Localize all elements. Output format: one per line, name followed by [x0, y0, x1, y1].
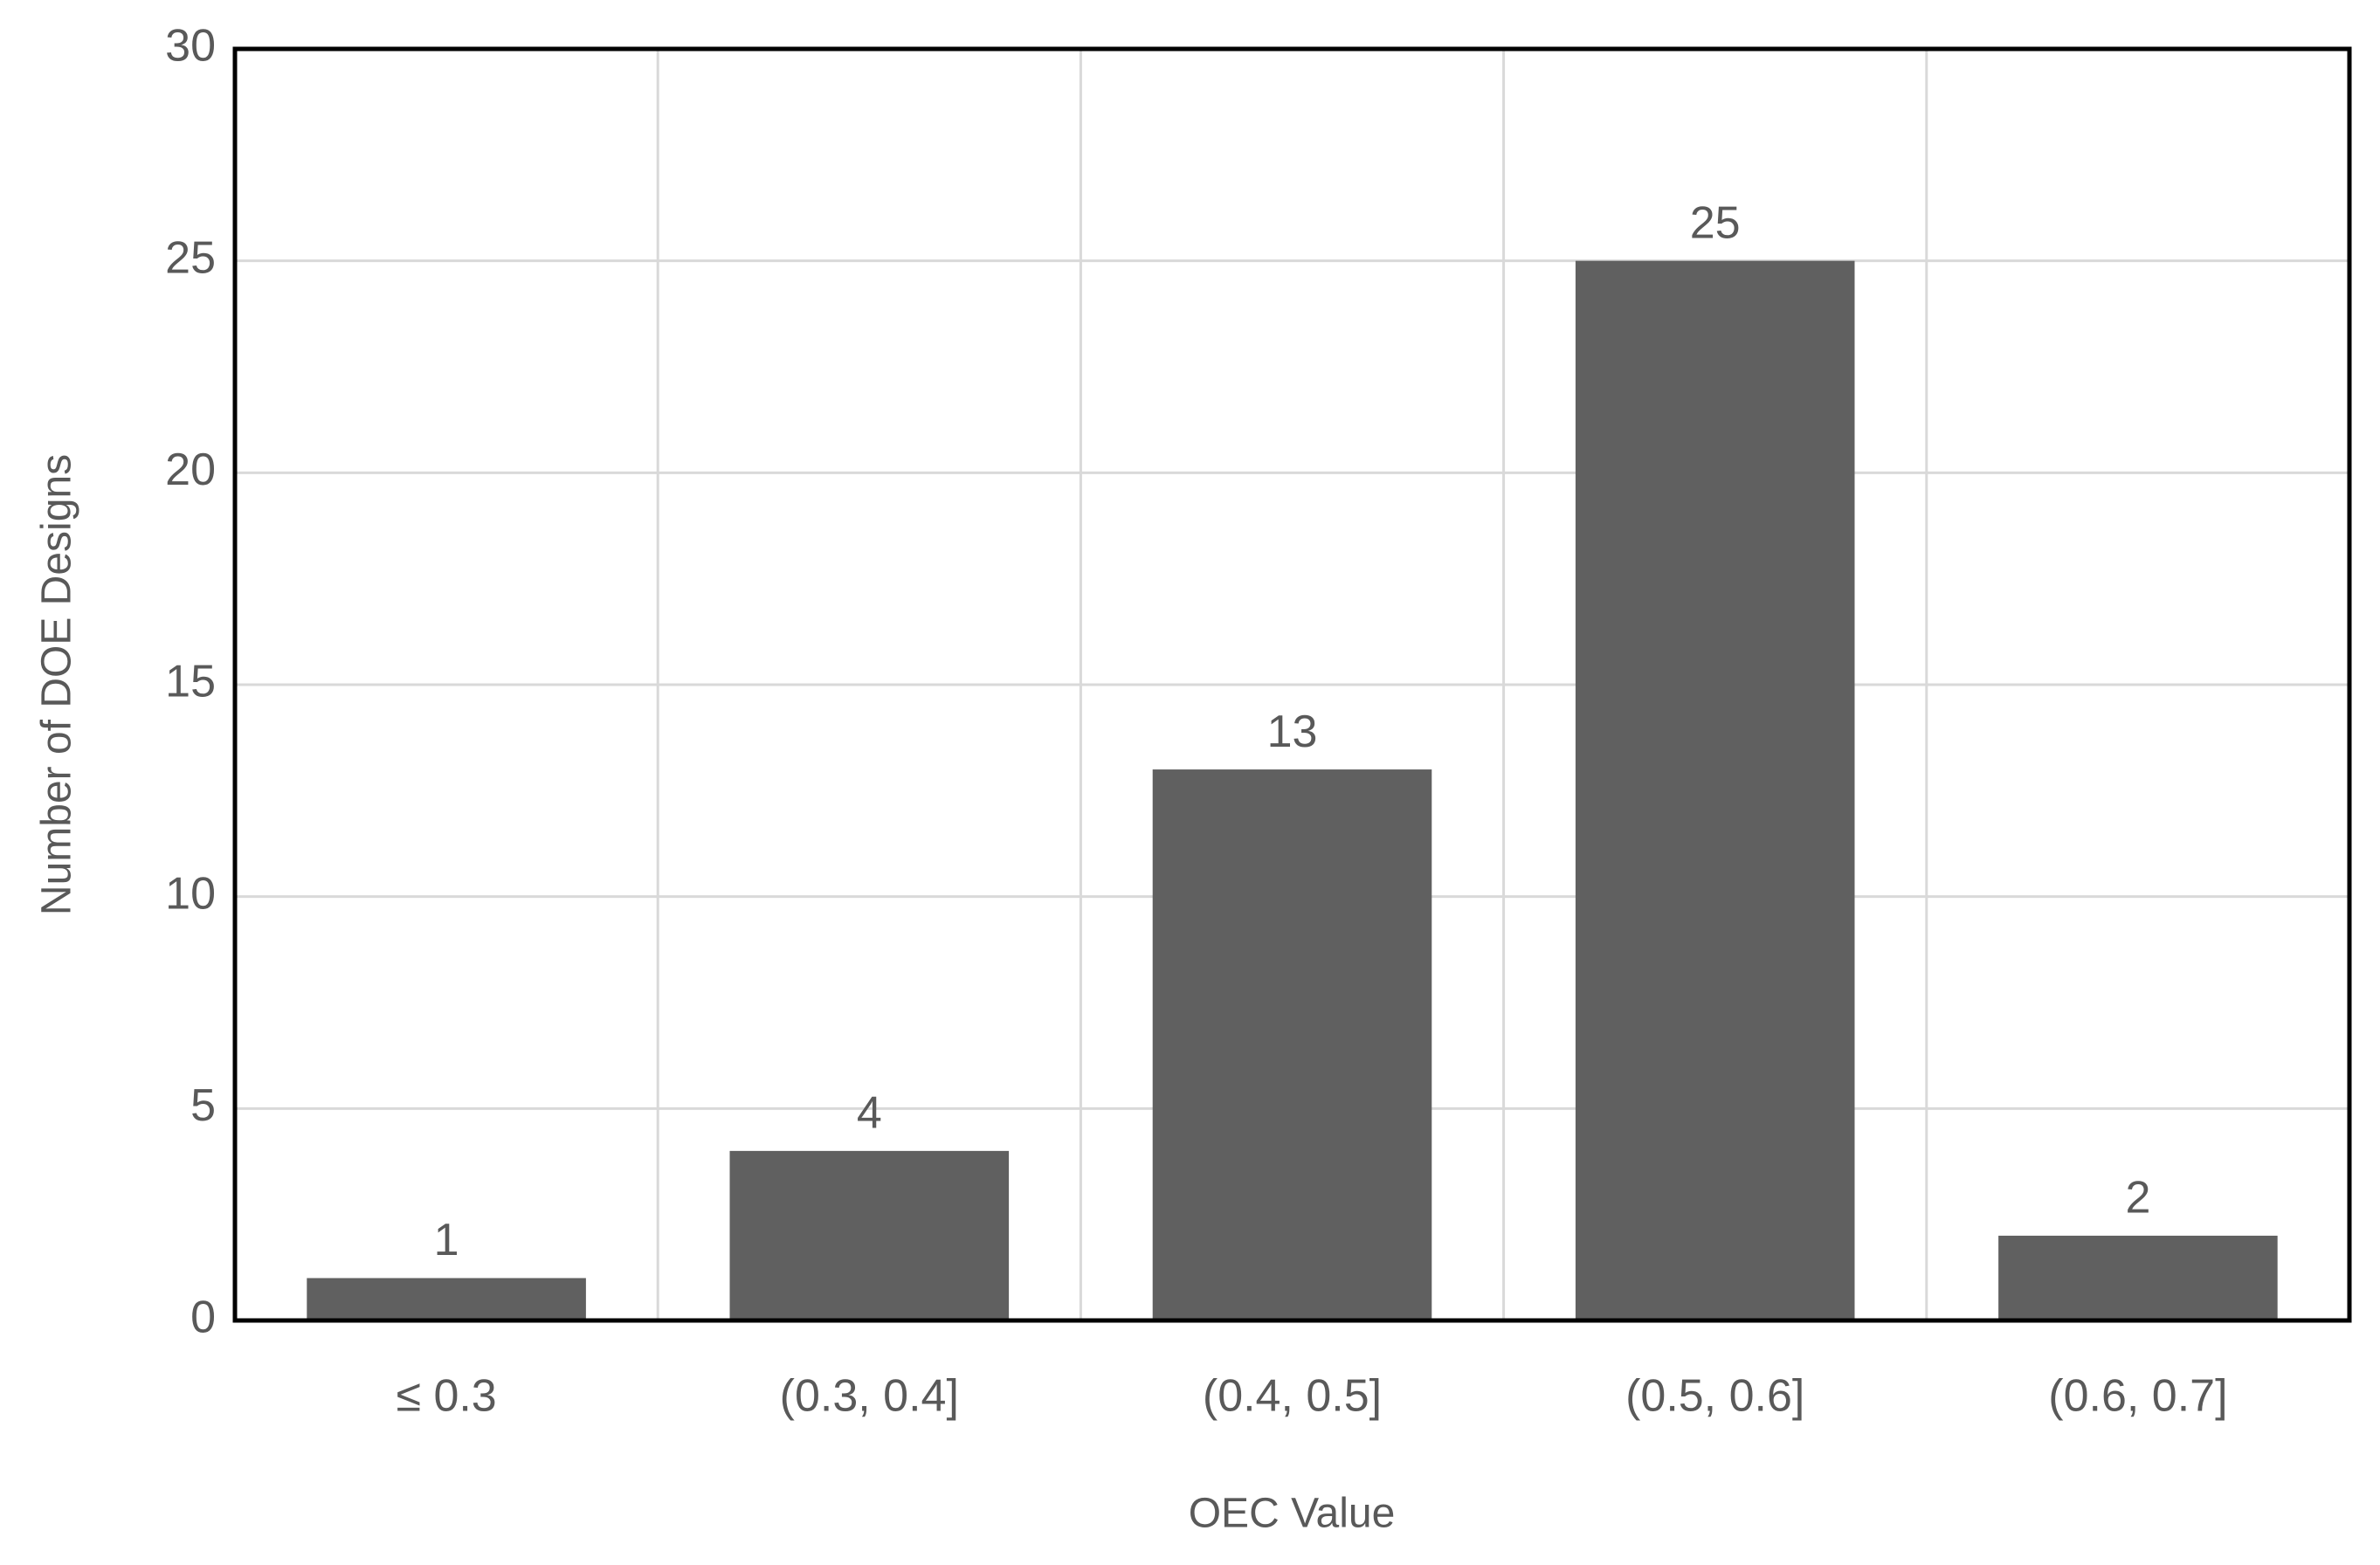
data-label: 1: [434, 1215, 459, 1265]
data-label: 13: [1267, 707, 1318, 757]
y-tick-label: 30: [165, 21, 216, 72]
bar: [1998, 1235, 2278, 1320]
y-tick-label: 5: [190, 1080, 216, 1131]
data-label: 4: [857, 1088, 882, 1139]
y-tick-label: 10: [165, 868, 216, 919]
bar: [729, 1150, 1010, 1320]
x-tick-label: ≤ 0.3: [396, 1371, 496, 1422]
x-tick-label: (0.6, 0.7]: [2048, 1371, 2227, 1422]
data-label: 2: [2125, 1173, 2150, 1224]
x-tick-label: (0.5, 0.6]: [1625, 1371, 1804, 1422]
data-label: 25: [1690, 197, 1741, 248]
x-tick-label: (0.3, 0.4]: [780, 1371, 959, 1422]
bar: [1575, 260, 1855, 1321]
y-tick-label: 0: [190, 1293, 216, 1343]
x-axis-title: OEC Value: [1189, 1491, 1396, 1537]
y-axis-title: Number of DOE Designs: [34, 454, 80, 915]
x-tick-label: (0.4, 0.5]: [1203, 1371, 1382, 1422]
plot-border: [232, 46, 2352, 1323]
y-tick-label: 15: [165, 657, 216, 707]
bar: [307, 1278, 586, 1320]
y-tick-label: 25: [165, 232, 216, 283]
y-tick-label: 20: [165, 445, 216, 495]
bar: [1152, 769, 1432, 1320]
